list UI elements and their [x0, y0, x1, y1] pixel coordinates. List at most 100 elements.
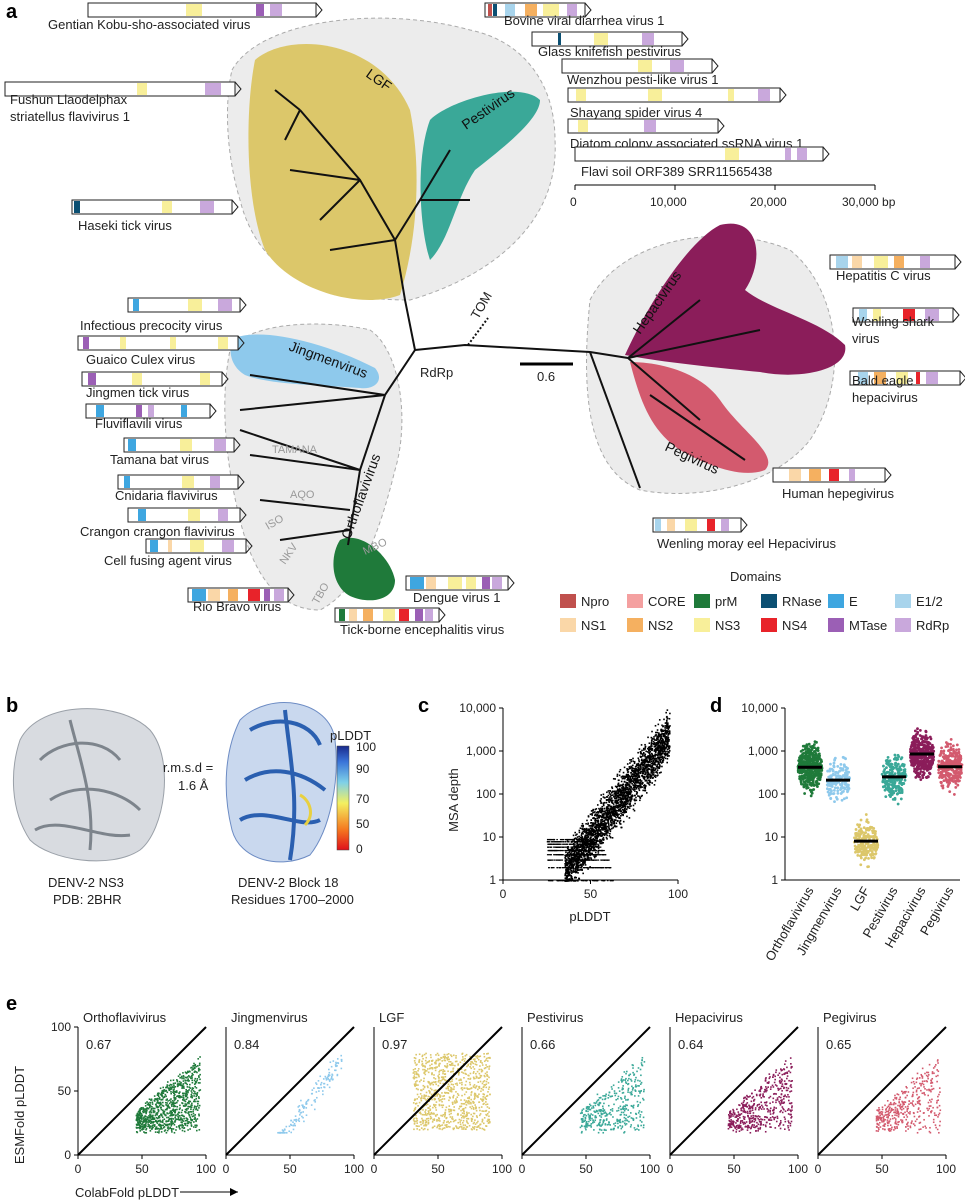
c-point — [606, 796, 609, 798]
c-point — [642, 747, 645, 750]
c-point — [603, 824, 605, 827]
c-point — [597, 843, 599, 845]
c-point — [640, 763, 643, 765]
d-point — [870, 856, 874, 860]
c-point — [632, 764, 634, 767]
c-point — [622, 813, 624, 816]
c-point — [644, 768, 646, 771]
c-point — [648, 764, 650, 767]
c-point — [595, 837, 597, 840]
c-point — [635, 775, 638, 778]
c-point — [605, 818, 607, 821]
c-point — [623, 797, 626, 799]
c-point — [630, 780, 633, 782]
d-point — [921, 770, 925, 774]
c-point — [585, 823, 587, 825]
c-point — [611, 799, 614, 802]
c-point — [634, 775, 637, 778]
d-point — [927, 767, 930, 771]
domain-segment — [200, 373, 210, 385]
c-point — [644, 773, 646, 776]
c-point — [663, 745, 665, 747]
c-point — [565, 862, 567, 864]
c-point — [591, 880, 594, 882]
c-point — [620, 793, 623, 796]
genome-box — [127, 297, 241, 313]
c-point — [648, 776, 650, 778]
c-point — [596, 837, 598, 840]
c-point — [633, 773, 636, 776]
c-point — [628, 780, 630, 783]
c-point — [565, 863, 568, 866]
domain-segment — [829, 469, 839, 481]
c-point — [556, 849, 559, 852]
c-point — [550, 859, 553, 861]
d-point — [806, 775, 810, 779]
c-point — [626, 786, 629, 789]
domain-segment — [248, 589, 260, 601]
domain-segment — [789, 469, 801, 481]
c-point — [635, 786, 638, 789]
c-point — [656, 742, 658, 745]
domain-segment — [415, 609, 423, 621]
c-point — [571, 846, 574, 848]
c-point — [568, 880, 571, 882]
c-point — [600, 824, 603, 827]
c-point — [628, 784, 630, 787]
c-point — [632, 808, 635, 811]
genome-axis: 0 10,000 20,000 30,000 bp — [570, 184, 896, 209]
d-point — [867, 856, 870, 860]
d-point — [813, 758, 817, 762]
c-point — [610, 794, 612, 797]
c-point — [611, 819, 613, 822]
c-point — [651, 777, 654, 779]
c-point — [635, 787, 638, 790]
c-point — [604, 825, 607, 827]
c-point — [564, 854, 566, 857]
c-point — [584, 849, 587, 852]
c-point — [662, 734, 665, 736]
c-point — [658, 750, 660, 752]
d-point — [805, 743, 809, 747]
genome-box — [77, 335, 239, 351]
c-point — [650, 740, 653, 742]
c-point — [600, 842, 603, 845]
c-point — [575, 849, 578, 852]
c-point — [656, 772, 659, 774]
c-point — [606, 829, 609, 831]
c-point — [550, 843, 553, 845]
c-point — [616, 807, 619, 809]
c-point — [564, 866, 567, 868]
d-point — [805, 769, 809, 773]
c-point — [565, 868, 567, 871]
c-point — [564, 843, 567, 845]
c-point — [605, 801, 608, 804]
genome-diagram: Fluviflavili virus — [85, 403, 217, 431]
c-point — [646, 773, 649, 776]
c-point — [631, 767, 634, 769]
c-point — [572, 859, 574, 861]
c-point — [587, 829, 589, 832]
c-point — [575, 871, 578, 874]
c-point — [614, 794, 616, 797]
c-point — [665, 737, 667, 740]
c-point — [601, 835, 604, 837]
c-point — [552, 841, 555, 843]
c-point — [668, 751, 670, 754]
domain-segment — [482, 577, 490, 589]
c-point — [564, 880, 567, 882]
c-point — [571, 841, 574, 843]
c-point — [624, 776, 626, 779]
c-point — [594, 811, 596, 813]
c-point — [613, 822, 615, 825]
c-point — [595, 834, 598, 837]
c-point — [652, 740, 655, 743]
c-point — [663, 756, 665, 759]
d-point — [915, 773, 919, 777]
c-point — [651, 766, 653, 769]
c-point — [566, 838, 568, 841]
c-point — [623, 777, 626, 780]
d-strip: Jingmenvirus — [793, 755, 852, 958]
c-point — [602, 816, 604, 818]
c-point — [578, 851, 581, 853]
